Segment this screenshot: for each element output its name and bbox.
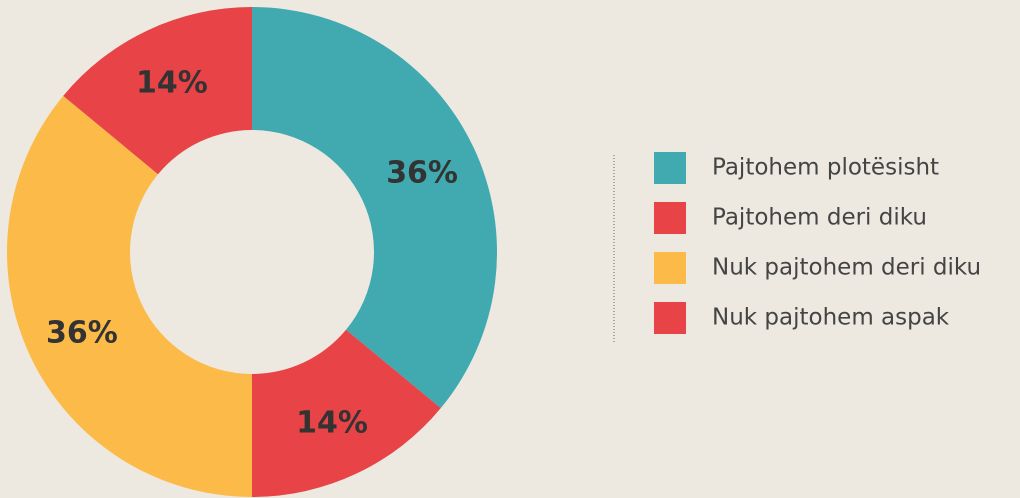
legend-label: Pajtohem deri diku [712,205,927,231]
value-label: 14% [296,406,368,441]
legend-label: Nuk pajtohem aspak [712,305,950,331]
legend-label: Nuk pajtohem deri diku [712,255,981,281]
legend-swatch [654,202,686,234]
legend-label: Pajtohem plotësisht [712,155,939,181]
legend-swatch [654,152,686,184]
legend-swatch [654,252,686,284]
value-label: 14% [136,65,208,100]
legend-swatch [654,302,686,334]
donut-segment [63,7,252,175]
donut-segment [252,7,497,409]
value-label: 36% [46,316,118,351]
donut-segment [6,95,253,498]
donut-segment [252,329,441,497]
value-label: 36% [386,155,458,190]
